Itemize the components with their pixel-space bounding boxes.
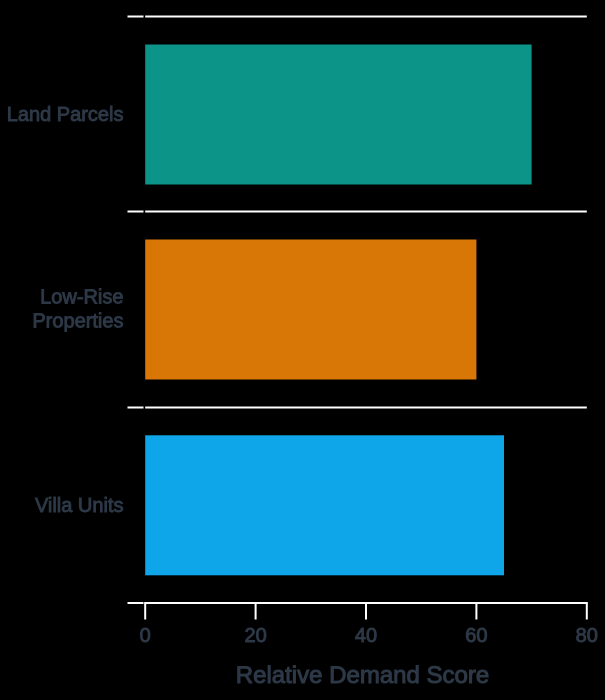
svg-text:80: 80	[576, 625, 598, 647]
svg-text:20: 20	[244, 625, 266, 647]
svg-text:Villa Units: Villa Units	[35, 495, 124, 517]
svg-text:Properties: Properties	[32, 311, 123, 333]
svg-text:40: 40	[355, 625, 377, 647]
svg-text:0: 0	[140, 625, 151, 647]
svg-text:Low-Rise: Low-Rise	[40, 287, 123, 309]
svg-text:60: 60	[465, 625, 487, 647]
svg-text:Relative Demand Score: Relative Demand Score	[236, 662, 489, 689]
svg-text:Land Parcels: Land Parcels	[7, 104, 124, 126]
